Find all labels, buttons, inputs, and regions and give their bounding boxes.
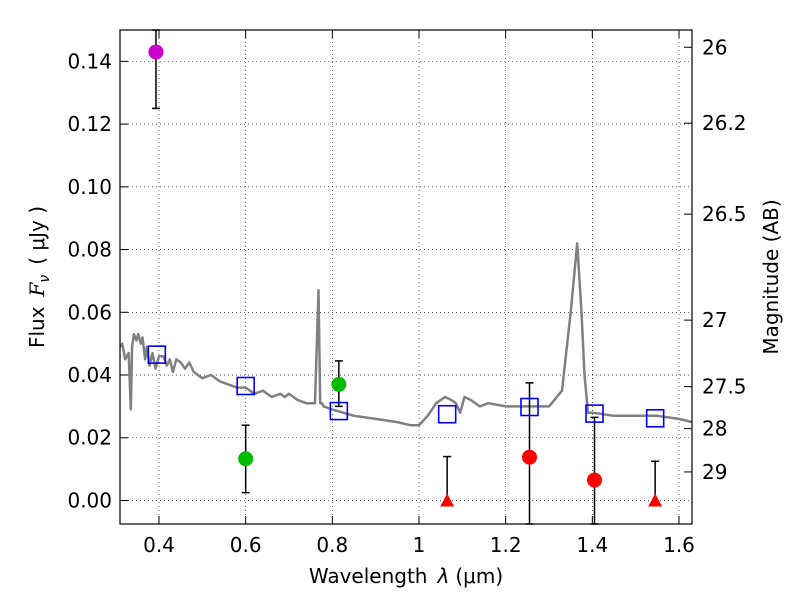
upper-limit-triangle: [648, 493, 663, 507]
right-axis-label: Magnitude (AB): [759, 199, 783, 354]
markers-layer: [147, 44, 665, 507]
grid-lines: [120, 30, 692, 524]
model-photometry-square: [147, 345, 167, 364]
x-tick-label: 1.6: [663, 533, 695, 557]
model-photometry-square: [437, 404, 457, 424]
model-photometry-square: [236, 376, 255, 396]
model-photometry-square: [329, 401, 349, 421]
observed-flux-point: [331, 376, 347, 392]
observed-flux-point: [587, 472, 602, 488]
right-tick-label: 26.5: [702, 202, 747, 226]
y-tick-label: 0.06: [67, 300, 112, 324]
x-tick-label: 1.2: [490, 533, 522, 557]
plot-frame: [119, 29, 693, 525]
observed-flux-point: [238, 451, 254, 467]
y-tick-label: 0.12: [67, 112, 112, 136]
x-tick-label: 1: [413, 533, 426, 557]
axis-ticks: 0.4 0.6 0.8 1 1.2 1.4 1.6 0.00 0.02 0.04 0.06 0.08 0…: [67, 30, 747, 557]
right-tick-label: 27: [702, 308, 727, 332]
right-tick-label: 28: [702, 417, 727, 441]
y-tick-label: 0.10: [67, 175, 112, 199]
x-tick-label: 0.4: [143, 533, 175, 557]
observed-flux-point: [522, 449, 537, 465]
x-tick-label: 1.4: [576, 533, 608, 557]
y-axis-label: FluxFν( μJy ): [25, 206, 53, 348]
upper-limit-triangle: [440, 493, 455, 507]
x-axis-label: Wavelength λ (μm): [309, 564, 503, 588]
x-tick-label: 0.8: [316, 533, 348, 557]
x-tick-label: 0.6: [230, 533, 262, 557]
right-tick-label: 27.5: [702, 375, 747, 399]
y-tick-label: 0.04: [67, 363, 112, 387]
y-tick-label: 0.00: [67, 488, 112, 512]
model-photometry-square: [520, 397, 539, 417]
model-photometry-square: [585, 404, 604, 423]
model-photometry-square: [645, 408, 665, 428]
y-tick-label: 0.08: [67, 238, 112, 262]
right-tick-label: 26: [702, 35, 727, 59]
right-tick-label: 26.2: [702, 111, 747, 135]
y-tick-label: 0.02: [67, 426, 112, 450]
y-tick-label: 0.14: [67, 49, 112, 73]
observed-flux-point: [148, 44, 164, 60]
right-tick-label: 29: [702, 460, 727, 484]
